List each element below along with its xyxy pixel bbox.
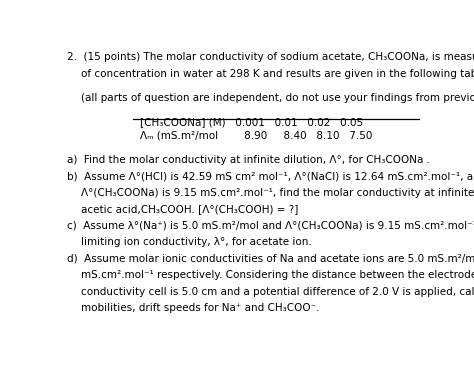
Text: Λₘ (mS.m²/mol        8.90     8.40   8.10   7.50: Λₘ (mS.m²/mol 8.90 8.40 8.10 7.50 — [140, 131, 373, 141]
Text: mS.cm².mol⁻¹ respectively. Considering the distance between the electrodes of: mS.cm².mol⁻¹ respectively. Considering t… — [82, 270, 474, 280]
Text: 2.  (15 points) The molar conductivity of sodium acetate, CH₃COONa, is measured : 2. (15 points) The molar conductivity of… — [66, 52, 474, 62]
Text: acetic acid,CH₃COOH. [Λ°(CH₃COOH) = ?]: acetic acid,CH₃COOH. [Λ°(CH₃COOH) = ?] — [82, 204, 299, 214]
Text: limiting ion conductivity, λ°, for acetate ion.: limiting ion conductivity, λ°, for aceta… — [82, 237, 312, 247]
Text: [CH₃COONa] (M)   0.001   0.01   0.02   0.05: [CH₃COONa] (M) 0.001 0.01 0.02 0.05 — [140, 117, 363, 127]
Text: conductivity cell is 5.0 cm and a potential difference of 2.0 V is applied, calc: conductivity cell is 5.0 cm and a potent… — [82, 287, 474, 297]
Text: mobilities, drift speeds for Na⁺ and CH₃COO⁻.: mobilities, drift speeds for Na⁺ and CH₃… — [82, 303, 320, 313]
Text: Λ°(CH₃COONa) is 9.15 mS.cm².mol⁻¹, find the molar conductivity at infinite dilut: Λ°(CH₃COONa) is 9.15 mS.cm².mol⁻¹, find … — [82, 188, 474, 198]
Text: c)  Assume λ°(Na⁺) is 5.0 mS.m²/mol and Λ°(CH₃COONa) is 9.15 mS.cm².mol⁻¹, calcu: c) Assume λ°(Na⁺) is 5.0 mS.m²/mol and Λ… — [66, 221, 474, 231]
Text: b)  Assume Λ°(HCl) is 42.59 mS cm² mol⁻¹, Λ°(NaCl) is 12.64 mS.cm².mol⁻¹, and: b) Assume Λ°(HCl) is 42.59 mS cm² mol⁻¹,… — [66, 171, 474, 181]
Text: a)  Find the molar conductivity at infinite dilution, Λ°, for CH₃COONa .: a) Find the molar conductivity at infini… — [66, 155, 429, 165]
Text: of concentration in water at 298 K and results are given in the following table.: of concentration in water at 298 K and r… — [82, 69, 474, 79]
Text: (all parts of question are independent, do not use your findings from previous p: (all parts of question are independent, … — [82, 93, 474, 103]
Text: d)  Assume molar ionic conductivities of Na and acetate ions are 5.0 mS.m²/mol a: d) Assume molar ionic conductivities of … — [66, 254, 474, 264]
